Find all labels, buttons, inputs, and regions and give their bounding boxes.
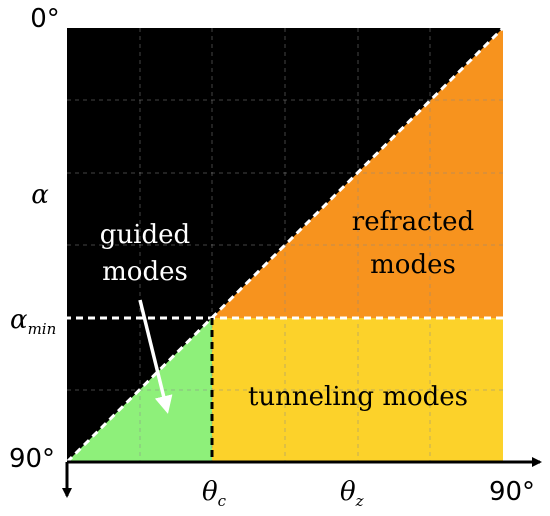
theta-c-label: θc xyxy=(202,477,227,510)
alpha-min-label: αmin xyxy=(10,305,56,338)
alpha-label: α xyxy=(31,180,49,210)
subscript: c xyxy=(218,492,227,510)
guided-label: guided xyxy=(100,220,190,250)
grid xyxy=(67,28,503,462)
symbol: θ xyxy=(340,477,356,507)
x-right-label: 90° xyxy=(489,477,535,507)
symbol: θ xyxy=(202,477,218,507)
diagonal xyxy=(65,26,505,464)
guided-label: modes xyxy=(102,257,188,287)
y-top-label: 0° xyxy=(30,4,60,34)
refracted-label: refracted xyxy=(352,207,474,237)
y-bottom-label: 90° xyxy=(9,444,55,474)
guided-arrow xyxy=(138,299,173,414)
subscript: min xyxy=(28,320,57,338)
refracted-label: modes xyxy=(370,250,456,280)
symbol: α xyxy=(10,305,28,335)
tunneling-label: tunneling modes xyxy=(248,382,468,412)
theta-z-label: θz xyxy=(340,477,364,510)
subscript: z xyxy=(355,492,364,510)
